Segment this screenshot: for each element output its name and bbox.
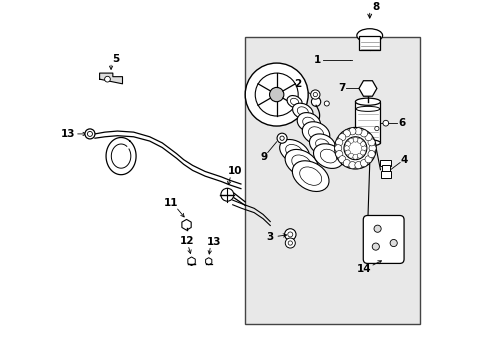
Circle shape [345, 150, 350, 155]
Text: 7: 7 [338, 84, 345, 94]
Ellipse shape [355, 140, 380, 146]
Text: 5: 5 [111, 54, 119, 64]
FancyBboxPatch shape [363, 216, 403, 264]
Circle shape [345, 141, 350, 147]
Circle shape [352, 154, 357, 159]
Text: 13: 13 [61, 129, 75, 139]
Circle shape [255, 73, 298, 116]
Text: 13: 13 [206, 237, 221, 247]
Circle shape [348, 128, 355, 135]
Circle shape [334, 127, 375, 169]
Ellipse shape [309, 134, 335, 156]
Circle shape [312, 121, 319, 129]
Circle shape [368, 145, 375, 152]
Bar [244, 37, 419, 324]
Circle shape [104, 76, 110, 82]
Ellipse shape [292, 161, 328, 192]
Ellipse shape [279, 140, 309, 164]
Bar [380, 160, 390, 166]
Circle shape [338, 134, 345, 141]
Circle shape [343, 130, 350, 137]
Circle shape [389, 239, 396, 247]
Ellipse shape [356, 29, 382, 42]
Text: 4: 4 [400, 155, 407, 165]
Circle shape [360, 130, 367, 137]
Text: 6: 6 [398, 118, 405, 128]
Circle shape [364, 134, 371, 141]
Ellipse shape [297, 113, 320, 132]
Ellipse shape [292, 103, 312, 120]
Circle shape [352, 137, 357, 142]
Circle shape [364, 156, 371, 163]
Circle shape [373, 225, 380, 232]
Circle shape [356, 138, 362, 143]
Bar [381, 165, 389, 172]
Bar [380, 171, 390, 177]
Circle shape [356, 153, 362, 158]
Text: 8: 8 [372, 2, 379, 12]
Circle shape [335, 150, 342, 158]
Circle shape [354, 162, 361, 169]
Circle shape [221, 188, 233, 201]
Circle shape [344, 146, 348, 151]
Circle shape [324, 101, 328, 106]
Circle shape [348, 153, 353, 158]
Text: 9: 9 [260, 152, 267, 162]
Text: 10: 10 [227, 166, 242, 176]
Circle shape [311, 97, 320, 106]
Circle shape [335, 139, 342, 146]
Text: 11: 11 [164, 198, 179, 208]
Circle shape [360, 159, 367, 167]
Circle shape [334, 145, 341, 152]
Text: 14: 14 [356, 264, 371, 274]
Ellipse shape [302, 122, 329, 145]
Circle shape [343, 159, 350, 167]
Circle shape [285, 238, 295, 248]
Text: 12: 12 [180, 236, 194, 246]
Ellipse shape [285, 149, 318, 177]
Circle shape [310, 90, 319, 99]
Text: 1: 1 [313, 55, 320, 65]
Circle shape [367, 139, 374, 146]
Circle shape [348, 162, 355, 169]
Circle shape [382, 120, 388, 126]
Circle shape [360, 150, 365, 155]
Circle shape [277, 133, 286, 143]
Text: 2: 2 [293, 79, 301, 89]
Ellipse shape [286, 95, 302, 108]
Polygon shape [100, 73, 122, 84]
Circle shape [360, 141, 365, 147]
Ellipse shape [313, 144, 343, 168]
Circle shape [348, 138, 353, 143]
Circle shape [354, 128, 361, 135]
Circle shape [367, 150, 374, 158]
Circle shape [343, 137, 366, 160]
Circle shape [85, 129, 95, 139]
Ellipse shape [355, 98, 380, 105]
Circle shape [361, 146, 366, 151]
Text: 3: 3 [265, 231, 273, 242]
Bar [355, 102, 380, 143]
FancyBboxPatch shape [358, 36, 380, 50]
Circle shape [284, 229, 295, 240]
Circle shape [338, 156, 345, 163]
Circle shape [371, 243, 379, 250]
Circle shape [244, 63, 307, 126]
Circle shape [269, 87, 283, 102]
